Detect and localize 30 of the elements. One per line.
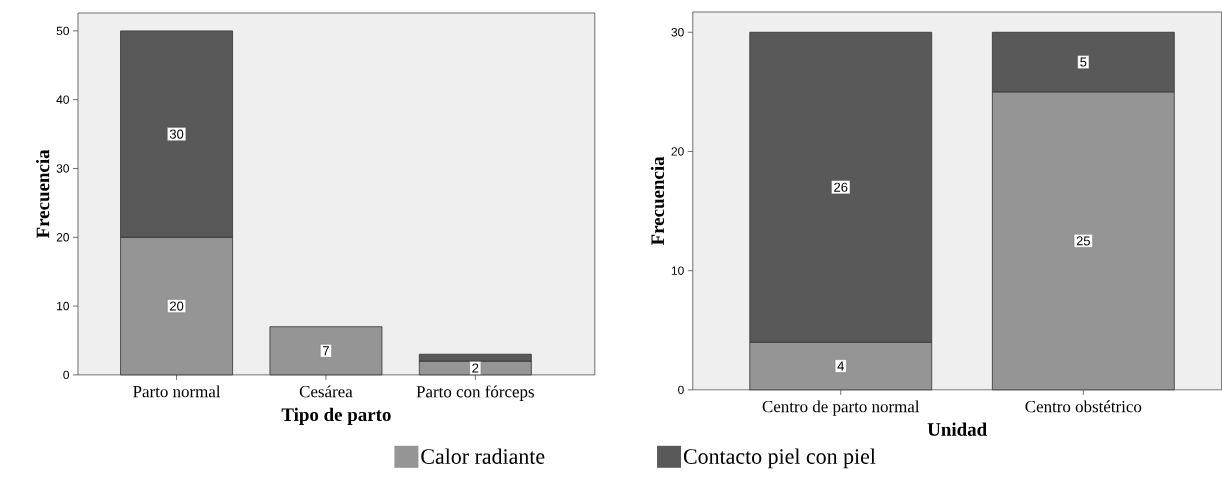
data-label: 26	[834, 182, 848, 192]
x-axis-title: Tipo de parto	[281, 407, 391, 425]
y-axis-title: Frecuencia	[35, 149, 50, 239]
data-label: 30	[169, 129, 184, 139]
legend-label: Contacto piel con piel	[683, 448, 876, 469]
data-label: 4	[837, 361, 844, 371]
y-tick-label: 10	[57, 301, 70, 311]
x-tick-label: Centro de parto normal	[762, 400, 920, 416]
y-tick-label: 10	[671, 266, 684, 275]
y-tick-label: 50	[56, 26, 70, 36]
x-tick-label: Cesárea	[299, 385, 353, 398]
data-label: 2	[472, 363, 479, 373]
x-tick-label: Centro obstétrico	[1025, 400, 1142, 413]
legend-label: Calor radiante	[421, 448, 545, 464]
x-axis-title: Unidad	[927, 422, 987, 436]
x-tick-label: Parto normal	[133, 385, 221, 398]
y-tick-label: 30	[671, 28, 684, 37]
y-tick-label: 30	[56, 164, 70, 173]
y-tick-label: 40	[56, 95, 70, 104]
y-tick-label: 0	[63, 370, 70, 380]
y-axis-title: Frecuencia	[650, 156, 665, 246]
data-label: 25	[1076, 236, 1090, 246]
y-tick-label: 0	[678, 385, 684, 395]
data-label: 20	[170, 301, 184, 311]
x-tick-label: Parto con fórceps	[416, 385, 534, 401]
data-label: 7	[323, 346, 329, 356]
bar	[269, 326, 383, 376]
y-tick-label: 20	[671, 147, 684, 156]
y-tick-label: 20	[56, 233, 70, 242]
data-label: 5	[1080, 57, 1087, 67]
